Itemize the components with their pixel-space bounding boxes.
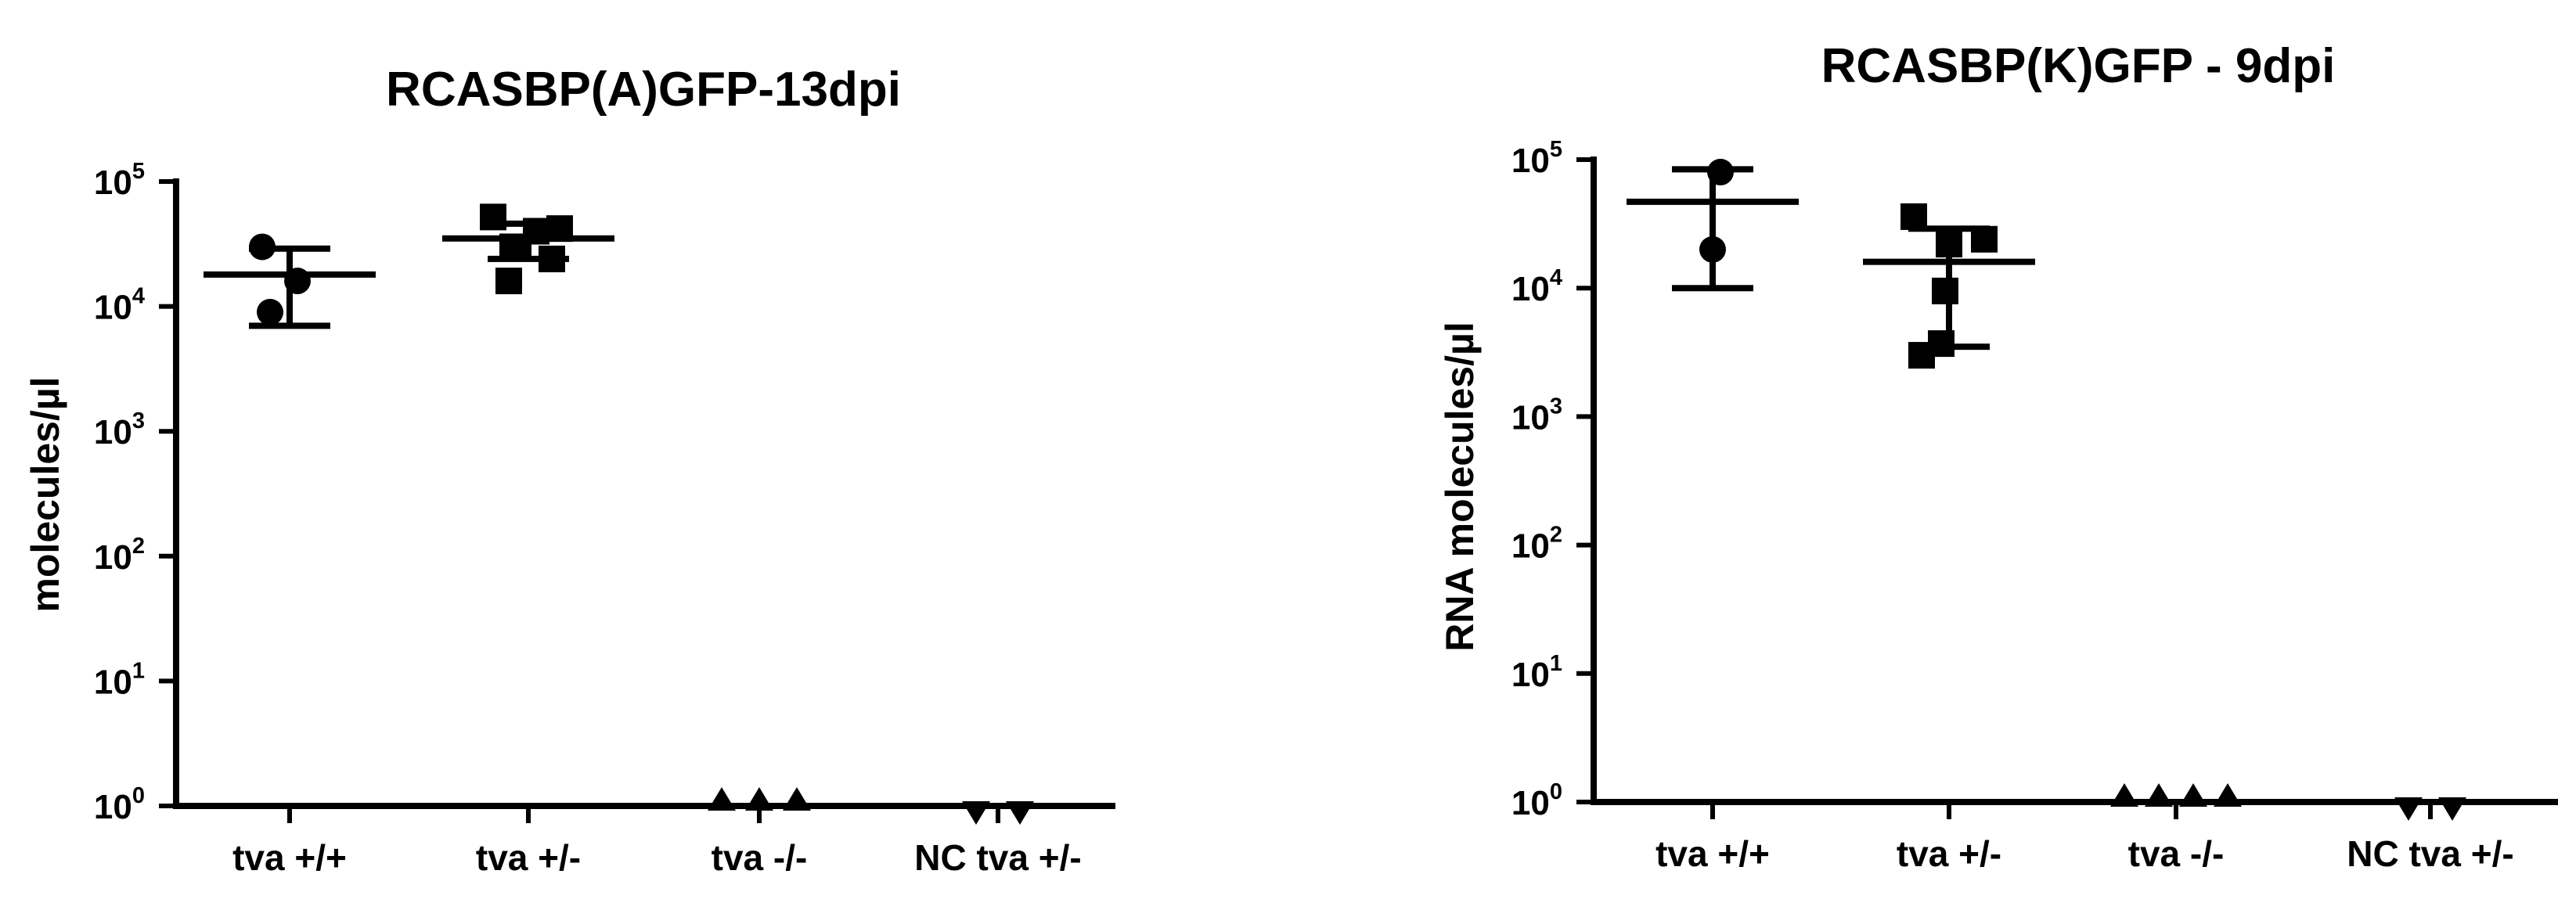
data-point-triangle-up xyxy=(708,787,736,811)
y-axis: 100 101 102 103 104 105 xyxy=(94,159,179,826)
plot-area xyxy=(204,203,1034,825)
chart-panel-right: RCASBP(K)GFP - 9dpi RNA molecules/µl 100… xyxy=(1438,39,2558,874)
data-point-triangle-down xyxy=(2438,797,2466,821)
chart-panel-left: RCASBP(A)GFP-13dpi molecules/µl 10010110… xyxy=(23,63,1115,878)
x-tick-label: tva -/- xyxy=(2128,833,2225,874)
chart-title: RCASBP(A)GFP-13dpi xyxy=(386,63,901,117)
y-tick-label: 100 xyxy=(94,783,145,826)
data-point-triangle-up xyxy=(2110,783,2138,807)
x-axis: tva +/+ tva +/- tva -/- NC tva +/- xyxy=(173,803,1115,878)
y-tick-label: 105 xyxy=(94,159,145,202)
plot-area xyxy=(1627,158,2466,821)
data-point-triangle-down xyxy=(1006,801,1034,825)
x-tick-label: tva +/+ xyxy=(1655,833,1770,874)
y-tick-label: 104 xyxy=(94,284,145,327)
data-point-triangle-up xyxy=(2214,783,2242,807)
x-tick-label: NC tva +/- xyxy=(2347,833,2513,874)
data-point-triangle-up xyxy=(2179,783,2207,807)
y-axis-label: RNA molecules/µl xyxy=(1438,322,1482,652)
y-tick-label: 104 xyxy=(1511,265,1562,308)
y-tick-label: 103 xyxy=(94,408,145,451)
x-axis: tva +/+ tva +/- tva -/- NC tva +/- xyxy=(1591,799,2558,874)
data-point-square xyxy=(495,268,522,295)
x-tick-label: tva +/+ xyxy=(232,837,347,878)
y-axis-label: molecules/µl xyxy=(23,376,67,612)
y-tick-label: 103 xyxy=(1511,394,1562,437)
x-tick-label: NC tva +/- xyxy=(914,837,1081,878)
y-tick-label: 102 xyxy=(1511,523,1562,566)
data-point-triangle-down xyxy=(962,801,990,825)
data-point-triangle-up xyxy=(783,787,811,811)
x-tick-label: tva -/- xyxy=(712,837,808,878)
y-tick-label: 101 xyxy=(1511,651,1562,694)
data-point-circle xyxy=(257,298,283,326)
y-axis: 100 101 102 103 104 105 xyxy=(1511,137,1597,822)
y-tick-label: 105 xyxy=(1511,137,1562,180)
y-tick-label: 102 xyxy=(94,534,145,577)
chart-title: RCASBP(K)GFP - 9dpi xyxy=(1821,39,2336,93)
x-tick-label: tva +/- xyxy=(1897,833,2001,874)
data-point-square xyxy=(1900,203,1927,230)
y-tick-label: 100 xyxy=(1511,779,1562,822)
y-tick-label: 101 xyxy=(94,658,145,701)
data-point-square xyxy=(1932,277,1958,304)
x-tick-label: tva +/- xyxy=(476,837,581,878)
data-point-triangle-up xyxy=(745,787,773,811)
data-point-triangle-up xyxy=(2145,783,2173,807)
data-point-triangle-down xyxy=(2394,797,2423,821)
